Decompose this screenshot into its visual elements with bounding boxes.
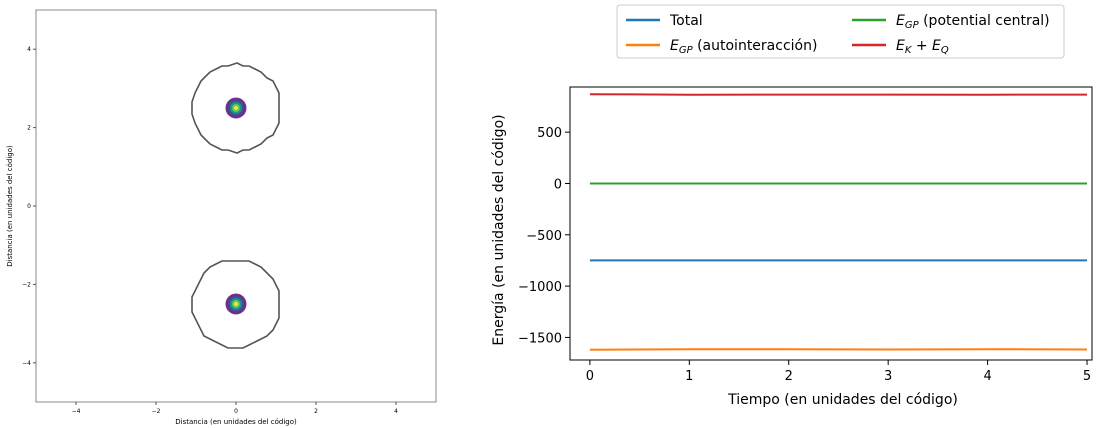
energy-y-ticks: −1500 −1000 −500 0 500 <box>518 126 570 346</box>
contour-x-tick-label: −4 <box>72 408 81 415</box>
energy-x-tick-label: 1 <box>685 369 693 384</box>
contour-y-tick-label: 0 <box>27 203 31 210</box>
contour-y-tick-label: −2 <box>22 281 31 288</box>
energy-x-tick-label: 5 <box>1083 369 1091 384</box>
energy-y-axis-label: Energía (en unidades del código) <box>491 114 507 345</box>
contour-y-tick-label: 2 <box>27 125 31 132</box>
contour-plot-frame <box>35 9 437 403</box>
energy-x-ticks: 0 1 2 3 4 5 <box>586 360 1091 384</box>
legend-label-total: Total <box>669 13 703 29</box>
contour-x-tick-label: 2 <box>314 408 318 415</box>
energy-plot-frame <box>569 86 1093 361</box>
contour-x-tick-label: 4 <box>394 408 398 415</box>
energy-legend: Total EGP (autointeracción) EGP (potenti… <box>616 4 1065 59</box>
legend-frame <box>616 4 1065 59</box>
energy-x-tick-label: 3 <box>884 369 892 384</box>
contour-y-axis-label: Distancia (en unidades del código) <box>6 145 14 267</box>
series-line-3 <box>589 93 1088 96</box>
energy-y-tick-label: −500 <box>526 229 562 244</box>
energy-y-tick-label: −1500 <box>518 331 562 346</box>
energy-y-tick-label: −1000 <box>518 280 562 295</box>
energy-x-tick-label: 0 <box>586 369 594 384</box>
energy-line-chart: 0 1 2 3 4 5 −1500 −1000 −500 0 500 Tiempo (en uni… <box>491 4 1093 408</box>
contour-chart: −4 −2 0 2 4 −4 −2 0 2 4 Distancia (en unidades d… <box>6 9 437 426</box>
energy-x-tick-label: 2 <box>785 369 793 384</box>
legend-label-ek-eq: EK + EQ <box>896 38 949 56</box>
energy-series <box>589 93 1088 351</box>
legend-label-egp-autointeraccion: EGP (autointeracción) <box>670 38 817 56</box>
contour-blobs <box>191 62 280 349</box>
legend-label-egp-potential-central: EGP (potential central) <box>896 13 1050 31</box>
contour-ring-0-4 <box>234 106 238 110</box>
energy-y-tick-label: 0 <box>554 177 562 192</box>
energy-y-tick-label: 500 <box>537 126 562 141</box>
contour-y-tick-label: 4 <box>27 46 31 53</box>
contour-x-tick-label: −2 <box>152 408 161 415</box>
energy-x-axis-label: Tiempo (en unidades del código) <box>727 392 958 408</box>
contour-outer-0 <box>191 62 280 154</box>
contour-outer-1 <box>191 260 280 349</box>
contour-y-tick-label: −4 <box>22 360 31 367</box>
contour-x-axis-label: Distancia (en unidades del código) <box>175 418 297 426</box>
contour-x-ticks: −4 −2 0 2 4 <box>72 402 398 415</box>
contour-ring-1-4 <box>234 302 238 306</box>
energy-x-tick-label: 4 <box>983 369 991 384</box>
series-line-1 <box>589 348 1088 351</box>
contour-x-tick-label: 0 <box>234 408 238 415</box>
contour-y-ticks: −4 −2 0 2 4 <box>22 46 36 367</box>
